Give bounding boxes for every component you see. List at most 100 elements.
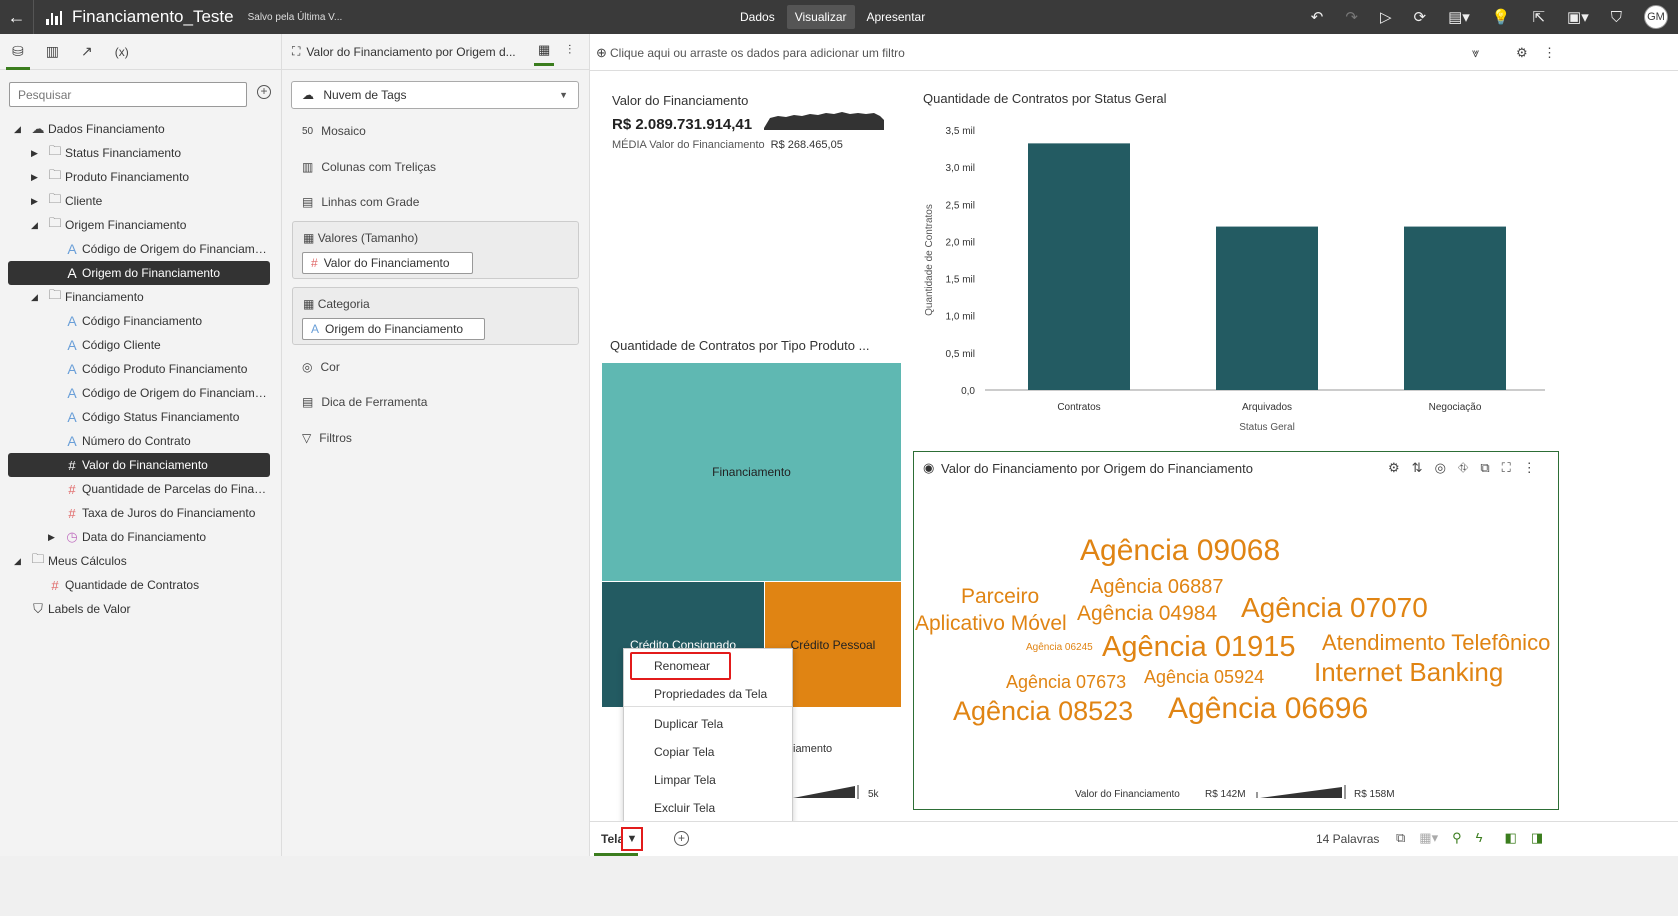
more-icon[interactable]: ⋮	[1543, 45, 1556, 60]
grammar-row-cor[interactable]: ◎ Cor	[302, 360, 340, 374]
grammar-row-linhas[interactable]: ▤ Linhas com Grade	[302, 195, 419, 209]
database-icon[interactable]: ⛁	[6, 35, 30, 70]
explain-icon[interactable]: ⛗	[1457, 460, 1469, 475]
collapse-icon[interactable]: ◢	[31, 219, 38, 230]
more-icon[interactable]: ⋮	[1522, 460, 1536, 475]
grammar-row-mosaico[interactable]: 50 Mosaico	[302, 124, 366, 138]
auto-refresh-icon[interactable]: ϟ	[1475, 830, 1483, 845]
target-icon[interactable]: ◎	[1434, 460, 1446, 475]
auto-apply-icon[interactable]: ⚙	[1516, 45, 1528, 60]
menu-item-renomear[interactable]: Renomear	[654, 659, 711, 673]
tab-menu-dropdown-icon[interactable]: ▼	[621, 827, 643, 851]
expand-icon[interactable]: ▶	[48, 531, 55, 542]
menu-item-copiar[interactable]: Copiar Tela	[654, 745, 715, 759]
cloud-word[interactable]: Parceiro	[961, 585, 1040, 608]
tree-item[interactable]: A Código Produto Financiamento	[0, 357, 282, 381]
nav-apresentar[interactable]: Apresentar	[866, 10, 926, 24]
search-input[interactable]: Pesquisar	[9, 82, 247, 107]
cloud-word[interactable]: Agência 06696	[1168, 692, 1369, 725]
nav-visualizar[interactable]: Visualizar	[786, 5, 855, 29]
grammar-row-colunas[interactable]: ▥ Colunas com Treliças	[302, 160, 436, 174]
maximize-icon[interactable]: ⛶	[1501, 460, 1511, 475]
tree-item[interactable]: # Quantidade de Contratos	[0, 573, 282, 597]
tree-item[interactable]: A Código de Origem do Financiame...	[0, 381, 282, 405]
tree-item[interactable]: ▶ 🗀 Status Financiamento	[0, 141, 282, 165]
cloud-word[interactable]: Atendimento Telefônico	[1322, 630, 1551, 655]
viz-type-select[interactable]: ☁ Nuvem de Tags ▼	[291, 81, 579, 109]
chip-origem[interactable]: A Origem do Financiamento	[302, 318, 485, 340]
bar[interactable]	[1404, 226, 1506, 390]
bar[interactable]	[1216, 226, 1318, 390]
export-icon[interactable]: ⇱	[1532, 9, 1546, 26]
copy-icon[interactable]: ⧉	[1480, 460, 1490, 475]
bar-chart[interactable]: 0,0 0,5 mil 1,0 mil 1,5 mil 2,0 mil 2,5 mil 3,…	[915, 112, 1565, 440]
play-icon[interactable]: ▷	[1379, 9, 1392, 26]
pin-icon[interactable]: ⚲	[1452, 830, 1462, 845]
cloud-word[interactable]: Agência 07070	[1241, 592, 1428, 623]
add-filter-icon[interactable]: ⊕	[596, 45, 607, 60]
cloud-word[interactable]: Agência 04984	[1077, 602, 1218, 625]
cloud-word[interactable]: Aplicativo Móvel	[915, 612, 1067, 635]
menu-item-duplicar[interactable]: Duplicar Tela	[654, 717, 724, 731]
tree-item[interactable]: A Origem do Financiamento	[8, 261, 270, 285]
tree-item[interactable]: ◢ 🗀 Origem Financiamento	[0, 213, 282, 237]
nav-dados[interactable]: Dados	[740, 10, 775, 24]
tree-item[interactable]: ▶ ◷ Data do Financiamento	[0, 525, 282, 549]
chip-valor[interactable]: # Valor do Financiamento	[302, 252, 473, 274]
trend-icon[interactable]: ↗	[80, 43, 93, 59]
add-data-icon[interactable]: +	[257, 85, 271, 99]
bookmark-icon[interactable]: ⛉	[1610, 8, 1622, 26]
tree-item[interactable]: ▶ 🗀 Produto Financiamento	[0, 165, 282, 189]
cloud-word[interactable]: Agência 05924	[1144, 667, 1265, 687]
expand-icon[interactable]: ▶	[31, 195, 38, 206]
tree-item[interactable]: A Código de Origem do Financiame...	[0, 237, 282, 261]
cloud-word[interactable]: Agência 09068	[1080, 534, 1281, 567]
calculation-icon[interactable]: (x)	[114, 44, 129, 59]
menu-item-propriedades[interactable]: Propriedades da Tela	[654, 687, 768, 701]
collapse-icon[interactable]: ◢	[31, 291, 38, 302]
grammar-row-dica[interactable]: ▤ Dica de Ferramenta	[302, 395, 427, 409]
tree-item[interactable]: # Quantidade de Parcelas do Finan...	[0, 477, 282, 501]
properties-tab-icon[interactable]: ⫶	[568, 42, 572, 57]
values-size-drop[interactable]: ▦ Valores (Tamanho) # Valor do Financiam…	[292, 221, 579, 279]
tree-item[interactable]: ◢ ☁ Dados Financiamento	[0, 117, 282, 141]
cloud-word[interactable]: Agência 01915	[1102, 631, 1296, 663]
cloud-word[interactable]: Internet Banking	[1314, 657, 1504, 687]
tree-item[interactable]: ▶ 🗀 Cliente	[0, 189, 282, 213]
expand-icon[interactable]: ▶	[31, 171, 38, 182]
canvas-tab[interactable]: Tela	[601, 832, 625, 846]
tag-cloud-panel[interactable]	[913, 451, 1559, 810]
sort-icon[interactable]: ⇅	[1411, 460, 1423, 475]
save-menu-icon[interactable]: ▣▾	[1567, 9, 1589, 26]
treemap-cell-financiamento[interactable]: Financiamento	[602, 363, 901, 581]
grammar-tab-icon[interactable]: ▦	[533, 42, 555, 66]
tree-item[interactable]: # Valor do Financiamento	[8, 453, 270, 477]
bar[interactable]	[1028, 143, 1130, 390]
filter-options-icon[interactable]: ⩔	[1472, 45, 1480, 60]
grid-menu-icon[interactable]: ▦▾	[1419, 830, 1439, 845]
back-button[interactable]: ←	[0, 0, 34, 34]
left-panel-toggle-icon[interactable]: ◧	[1504, 830, 1517, 845]
cloud-word[interactable]: Agência 06887	[1090, 576, 1224, 598]
tree-item[interactable]: ◢ 🗀 Financiamento	[0, 285, 282, 309]
tree-item[interactable]: ◢ 🗀 Meus Cálculos	[0, 549, 282, 573]
right-panel-toggle-icon[interactable]: ◨	[1530, 830, 1544, 845]
tree-item[interactable]: A Código Cliente	[0, 333, 282, 357]
chart-icon[interactable]: ▥	[45, 43, 59, 59]
insights-bulb-icon[interactable]: 💡	[1491, 9, 1511, 26]
auto-apply-icon[interactable]: ⚙	[1388, 460, 1400, 475]
refresh-data-icon[interactable]: ⟳	[1413, 9, 1427, 26]
menu-item-excluir[interactable]: Excluir Tela	[654, 801, 716, 815]
tree-item[interactable]: A Número do Contrato	[0, 429, 282, 453]
menu-item-limpar[interactable]: Limpar Tela	[654, 773, 716, 787]
add-canvas-icon[interactable]: +	[674, 831, 689, 846]
redo-icon[interactable]: ↷	[1345, 9, 1358, 26]
cloud-word[interactable]: Agência 06245	[1026, 642, 1093, 653]
collapse-icon[interactable]: ◢	[14, 123, 21, 134]
grammar-row-filtros[interactable]: ▽ Filtros	[302, 431, 352, 445]
cloud-word[interactable]: Agência 07673	[1006, 672, 1127, 692]
category-drop[interactable]: ▦ Categoria A Origem do Financiamento	[292, 287, 579, 345]
treemap-cell-pessoal[interactable]: Crédito Pessoal	[765, 582, 901, 707]
tree-item[interactable]: # Taxa de Juros do Financiamento	[0, 501, 282, 525]
treemap[interactable]: Financiamento Crédito Consignado Crédito…	[602, 363, 901, 707]
